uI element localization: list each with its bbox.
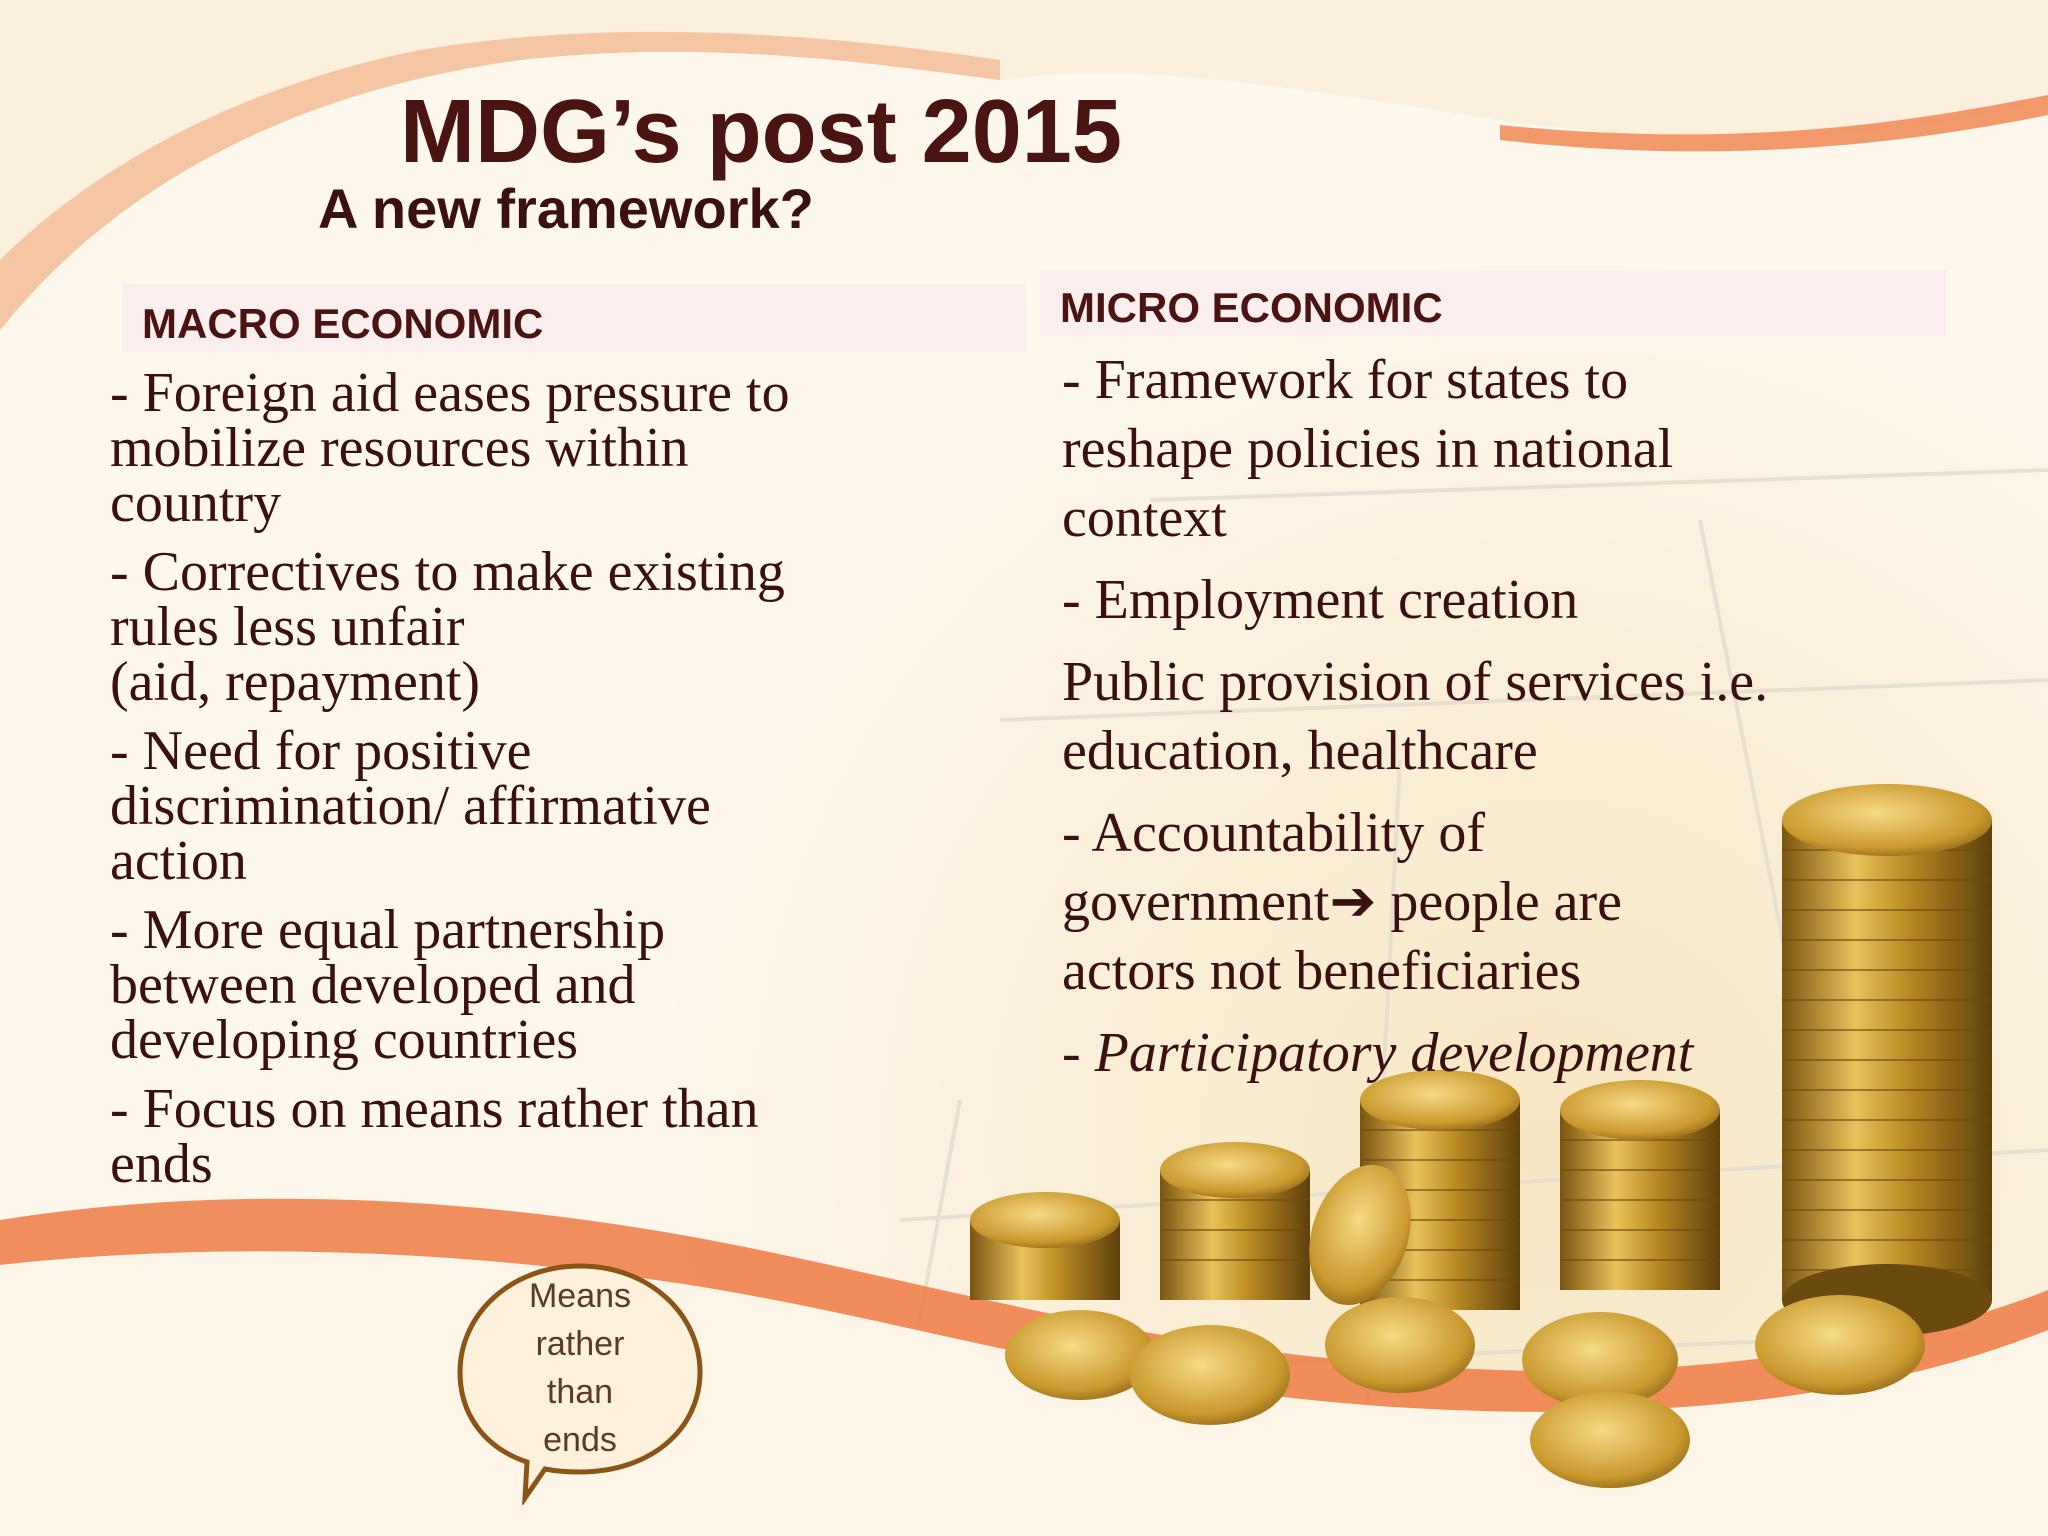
micro-point: Public provision of services i.e. educat… [1062, 651, 1769, 782]
macro-point: - Focus on means rather than ends [110, 1078, 759, 1195]
macro-point: - Foreign aid eases pressure to mobilize… [110, 362, 790, 534]
micro-point-participatory: - Participatory development [1062, 1022, 1694, 1084]
macro-header-label: MACRO ECONOMIC [142, 300, 544, 347]
macro-point: - More equal partnership between develop… [110, 899, 666, 1071]
macro-point: - Correctives to make existing rules les… [110, 541, 785, 713]
micro-points-list: - Framework for states to reshape polici… [1062, 346, 1962, 1101]
callout-text: Means rather than ends [528, 1277, 632, 1459]
macro-point: - Need for positive discrimination/ affi… [110, 720, 711, 892]
micro-column-header: MICRO ECONOMIC [1040, 270, 1946, 336]
slide-subtitle: A new framework? [318, 177, 814, 240]
speech-bubble-callout: Means rather than ends [455, 1260, 705, 1505]
macro-column-header: MACRO ECONOMIC [122, 284, 1026, 352]
macro-points-list: - Foreign aid eases pressure to mobilize… [110, 362, 1010, 1206]
micro-point: - Accountability of government➔ people a… [1062, 802, 1623, 1002]
micro-point: - Employment creation [1062, 569, 1579, 631]
micro-point: - Framework for states to reshape polici… [1062, 349, 1674, 549]
micro-header-label: MICRO ECONOMIC [1060, 284, 1443, 331]
coins-image [970, 784, 1992, 1488]
slide-title: MDG’s post 2015 [400, 82, 1122, 182]
speech-bubble-icon [457, 1263, 703, 1505]
